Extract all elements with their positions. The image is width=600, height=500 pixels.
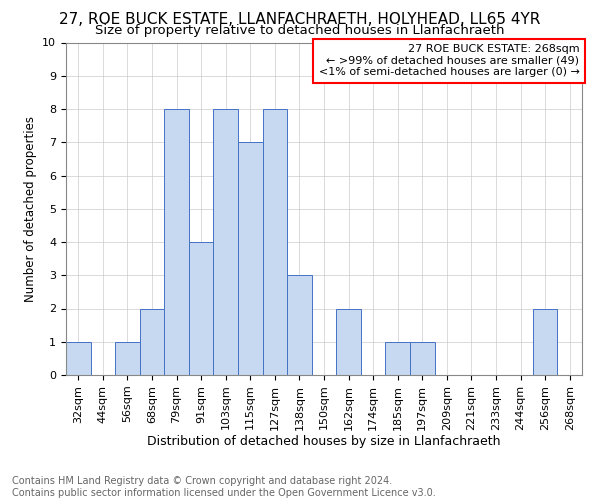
Text: 27 ROE BUCK ESTATE: 268sqm
← >99% of detached houses are smaller (49)
<1% of sem: 27 ROE BUCK ESTATE: 268sqm ← >99% of det… bbox=[319, 44, 580, 78]
X-axis label: Distribution of detached houses by size in Llanfachraeth: Distribution of detached houses by size … bbox=[147, 436, 501, 448]
Bar bbox=[189, 242, 214, 375]
Bar bbox=[385, 342, 410, 375]
Bar bbox=[533, 308, 557, 375]
Bar bbox=[66, 342, 91, 375]
Bar bbox=[164, 109, 189, 375]
Bar bbox=[410, 342, 434, 375]
Bar bbox=[115, 342, 140, 375]
Bar bbox=[238, 142, 263, 375]
Bar bbox=[336, 308, 361, 375]
Text: Contains HM Land Registry data © Crown copyright and database right 2024.
Contai: Contains HM Land Registry data © Crown c… bbox=[12, 476, 436, 498]
Bar bbox=[287, 275, 312, 375]
Text: Size of property relative to detached houses in Llanfachraeth: Size of property relative to detached ho… bbox=[95, 24, 505, 37]
Text: 27, ROE BUCK ESTATE, LLANFACHRAETH, HOLYHEAD, LL65 4YR: 27, ROE BUCK ESTATE, LLANFACHRAETH, HOLY… bbox=[59, 12, 541, 28]
Y-axis label: Number of detached properties: Number of detached properties bbox=[24, 116, 37, 302]
Bar bbox=[140, 308, 164, 375]
Bar bbox=[263, 109, 287, 375]
Bar bbox=[214, 109, 238, 375]
